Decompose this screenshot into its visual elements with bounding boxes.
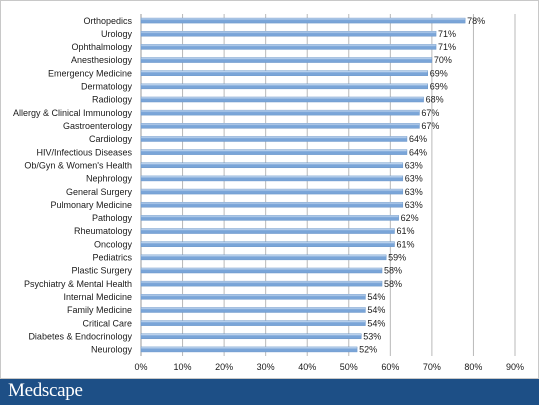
bar [140,149,408,155]
labels: 0% 10% 20% 30% 40% 50% 60% 70% 80% 90% Orthopedics… [13,16,524,372]
value-label: 67% [421,108,439,118]
category-label: Internal Medicine [63,292,132,302]
category-label: Allergy & Clinical Immunology [13,108,133,118]
category-label: Ob/Gyn & Women's Health [24,160,132,170]
category-label: Nephrology [86,174,133,184]
chart-frame: 0% 10% 20% 30% 40% 50% 60% 70% 80% 90% Orthopedics… [0,0,539,379]
value-label: 64% [409,134,427,144]
value-label: 71% [438,29,456,39]
category-label: Anesthesiology [71,55,133,65]
bar [140,241,395,247]
bar [140,294,366,300]
value-label: 69% [430,82,448,92]
bar [140,83,428,90]
category-label: Urology [101,29,133,39]
category-label: Gastroenterology [63,121,133,131]
grid-lines [140,14,516,356]
bar [140,307,366,313]
x-tick-label: 50% [340,362,358,372]
value-label: 78% [467,16,485,26]
category-label: Oncology [94,239,133,249]
x-tick-label: 60% [381,362,399,372]
category-label: Family Medicine [67,305,132,315]
medscape-logo: Medscape [8,380,83,401]
bar [140,228,395,234]
category-label: Cardiology [89,134,133,144]
x-tick-label: 40% [298,362,316,372]
x-tick-label: 0% [134,362,147,372]
x-tick-label: 90% [506,362,524,372]
x-tick-label: 80% [464,362,482,372]
value-label: 59% [388,253,406,263]
category-label: Diabetes & Endocrinology [28,331,132,341]
value-label: 58% [384,279,402,289]
bar [140,333,362,340]
value-label: 53% [363,331,381,341]
value-label: 54% [367,318,385,328]
value-label: 63% [405,174,423,184]
category-label: Radiology [92,95,133,105]
value-label: 61% [396,239,414,249]
category-label: Rheumatology [74,226,133,236]
x-tick-label: 20% [215,362,233,372]
value-label: 63% [405,187,423,197]
category-label: Dermatology [81,82,133,92]
bar [140,175,404,182]
category-label: Ophthalmology [71,42,132,52]
bar [140,162,404,169]
bar [140,201,404,208]
category-label: Pediatrics [92,253,132,263]
category-label: Pathology [92,213,133,223]
value-label: 62% [401,213,419,223]
bar [140,123,420,129]
value-label: 71% [438,42,456,52]
bar [140,57,433,63]
category-label: HIV/Infectious Diseases [36,147,132,157]
category-label: Pulmonary Medicine [50,200,132,210]
category-label: Emergency Medicine [48,68,132,78]
value-label: 63% [405,160,423,170]
bar [140,267,383,274]
value-label: 52% [359,345,377,355]
x-tick-label: 70% [423,362,441,372]
value-label: 67% [421,121,439,131]
value-label: 54% [367,292,385,302]
x-tick-label: 10% [174,362,192,372]
footer-bar: Medscape [0,379,539,405]
bar [140,96,424,103]
bar [140,17,466,24]
bar [140,320,366,326]
value-label: 68% [426,95,444,105]
bar [140,44,437,50]
category-label: Neurology [91,345,133,355]
value-label: 61% [396,226,414,236]
category-label: Critical Care [82,318,132,328]
value-label: 58% [384,266,402,276]
bar [140,346,358,353]
value-label: 69% [430,68,448,78]
bar [140,280,383,287]
category-label: Orthopedics [83,16,132,26]
category-label: General Surgery [66,187,133,197]
bar [140,188,404,195]
bar [140,30,437,37]
bar [140,215,399,221]
value-label: 63% [405,200,423,210]
bar [140,109,420,116]
category-label: Psychiatry & Mental Health [24,279,132,289]
category-label: Plastic Surgery [71,266,132,276]
value-label: 54% [367,305,385,315]
value-label: 64% [409,147,427,157]
x-tick-label: 30% [257,362,275,372]
bar-chart: 0% 10% 20% 30% 40% 50% 60% 70% 80% 90% Orthopedics… [13,14,524,372]
bar [140,136,408,142]
value-label: 70% [434,55,452,65]
bar [140,70,428,76]
bars [140,17,466,353]
bar [140,254,387,261]
